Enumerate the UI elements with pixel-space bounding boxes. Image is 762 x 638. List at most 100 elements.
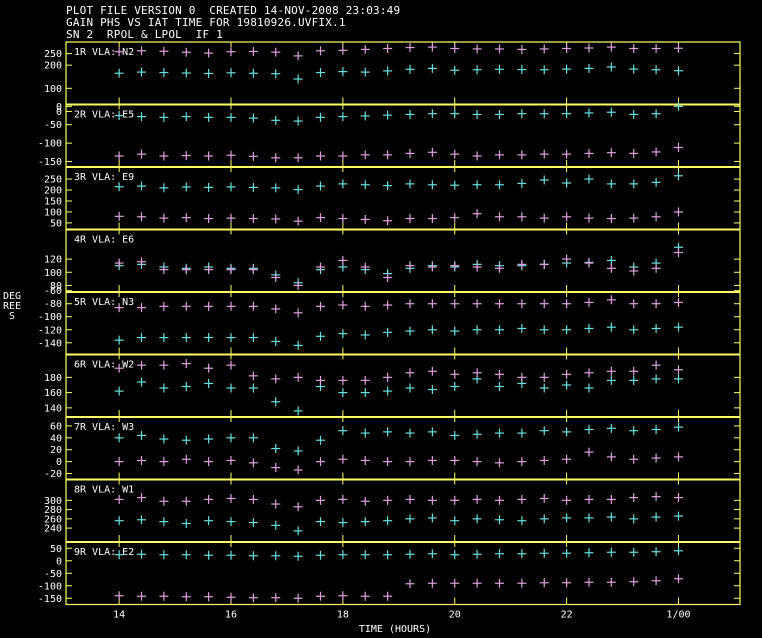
rpol-point — [114, 68, 124, 78]
lpol-point — [383, 591, 393, 601]
lpol-point — [338, 255, 348, 265]
lpol-point — [204, 214, 214, 224]
rpol-point — [472, 109, 482, 119]
rpol-point — [584, 548, 594, 558]
panel-label: 3R VLA: E9 — [74, 172, 134, 183]
lpol-point — [606, 42, 616, 52]
rpol-point — [427, 63, 437, 73]
lpol-point — [629, 148, 639, 158]
lpol-point — [383, 273, 393, 283]
lpol-point — [204, 151, 214, 161]
lpol-point — [248, 494, 258, 504]
lpol-point — [494, 299, 504, 309]
y-tick-label: 100 — [44, 84, 62, 95]
lpol-point — [629, 454, 639, 464]
lpol-point — [137, 303, 147, 313]
rpol-point — [159, 112, 169, 122]
panel-label: 8R VLA: W1 — [74, 485, 134, 496]
lpol-point — [562, 43, 572, 53]
lpol-point — [472, 578, 482, 588]
y-tick-label: 200 — [44, 61, 62, 72]
lpol-point — [673, 248, 683, 258]
lpol-point — [450, 299, 460, 309]
rpol-point — [271, 397, 281, 407]
lpol-point — [472, 457, 482, 467]
lpol-point — [651, 147, 661, 157]
lpol-point — [204, 457, 214, 467]
rpol-point — [315, 550, 325, 560]
rpol-point — [248, 551, 258, 561]
lpol-point — [517, 372, 527, 382]
rpol-point — [606, 107, 616, 117]
rpol-point — [562, 548, 572, 558]
lpol-point — [517, 457, 527, 467]
y-tick-label: -100 — [38, 139, 62, 150]
rpol-point — [517, 109, 527, 119]
lpol-point — [293, 593, 303, 603]
rpol-point — [494, 428, 504, 438]
lpol-point — [673, 493, 683, 503]
lpol-point — [450, 261, 460, 271]
lpol-point — [562, 212, 572, 222]
rpol-point — [427, 513, 437, 523]
lpol-point — [293, 308, 303, 318]
rpol-point — [338, 518, 348, 528]
rpol-point — [651, 547, 661, 557]
y-tick-label: 0 — [56, 457, 62, 468]
rpol-point — [315, 68, 325, 78]
y-tick-label: 20 — [50, 445, 62, 456]
rpol-point — [338, 179, 348, 189]
lpol-point — [651, 492, 661, 502]
rpol-point — [673, 171, 683, 181]
rpol-point — [405, 549, 415, 559]
lpol-point — [606, 295, 616, 305]
lpol-point — [383, 300, 393, 310]
rpol-point — [450, 550, 460, 560]
rpol-point — [137, 377, 147, 387]
rpol-point — [562, 178, 572, 188]
lpol-point — [673, 365, 683, 375]
lpol-point — [539, 372, 549, 382]
rpol-point — [472, 514, 482, 524]
lpol-point — [383, 150, 393, 160]
rpol-point — [338, 329, 348, 339]
lpol-point — [114, 494, 124, 504]
rpol-point — [159, 383, 169, 393]
lpol-point — [159, 46, 169, 56]
lpol-point — [114, 47, 124, 57]
rpol-point — [271, 444, 281, 454]
rpol-point — [338, 112, 348, 122]
y-tick-label: -150 — [38, 157, 62, 168]
rpol-point — [494, 549, 504, 559]
lpol-point — [114, 258, 124, 268]
rpol-point — [293, 116, 303, 126]
y-tick-label: 240 — [44, 524, 62, 535]
rpol-point — [629, 64, 639, 74]
lpol-point — [271, 593, 281, 603]
rpol-point — [562, 380, 572, 390]
lpol-point — [271, 273, 281, 283]
rpol-point — [226, 517, 236, 527]
lpol-point — [562, 578, 572, 588]
lpol-point — [673, 207, 683, 217]
lpol-point — [360, 214, 370, 224]
rpol-point — [562, 513, 572, 523]
rpol-point — [383, 516, 393, 526]
lpol-point — [137, 493, 147, 503]
lpol-point — [651, 360, 661, 370]
rpol-point — [450, 180, 460, 190]
lpol-point — [673, 452, 683, 462]
lpol-point — [472, 368, 482, 378]
rpol-point — [226, 333, 236, 343]
rpol-point — [405, 514, 415, 524]
rpol-point — [360, 388, 370, 398]
rpol-point — [293, 185, 303, 195]
lpol-point — [293, 51, 303, 61]
y-tick-label: 80 — [50, 281, 62, 292]
plot-file-header: PLOT FILE VERSION 0 CREATED 14-NOV-2008 … — [66, 4, 401, 17]
rpol-point — [450, 65, 460, 75]
lpol-point — [494, 578, 504, 588]
rpol-point — [159, 550, 169, 560]
lpol-point — [181, 592, 191, 602]
lpol-point — [517, 299, 527, 309]
